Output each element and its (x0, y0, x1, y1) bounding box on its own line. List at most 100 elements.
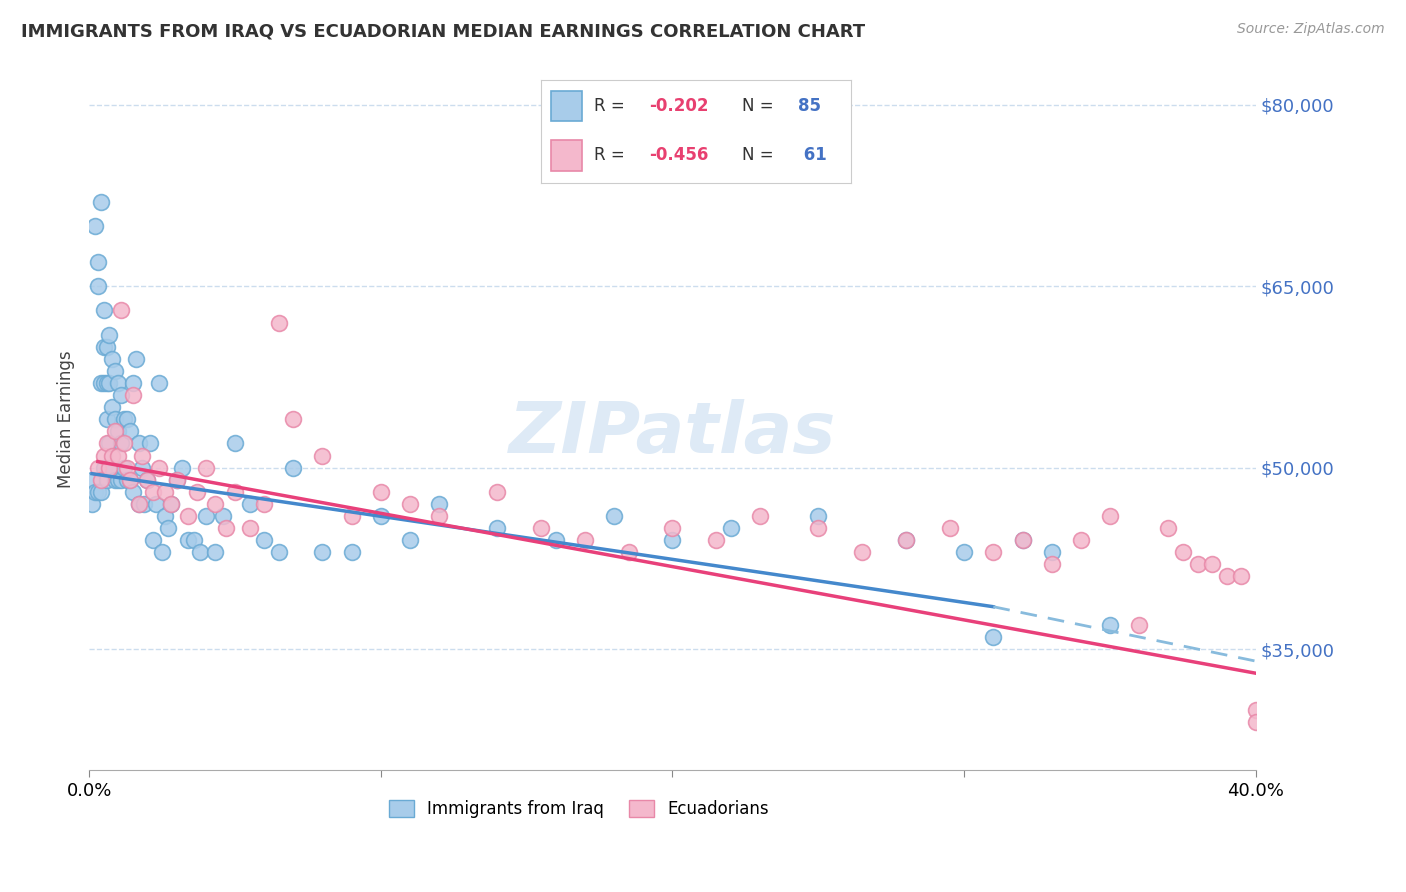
Point (177, 533, 200, 548)
Text: -0.202: -0.202 (650, 97, 709, 115)
Point (311, 545, 333, 559)
Point (153, 508, 176, 523)
Point (90, 473, 112, 487)
Point (938, 521, 960, 535)
Point (107, 425, 129, 439)
Point (93, 303, 115, 318)
Point (253, 497, 276, 511)
Point (148, 460, 170, 475)
Point (128, 497, 150, 511)
Point (131, 460, 153, 475)
Point (267, 545, 290, 559)
Point (112, 460, 135, 475)
Point (166, 473, 188, 487)
Point (894, 533, 917, 548)
Point (93, 340, 115, 354)
Point (80, 473, 103, 487)
Point (661, 533, 683, 548)
Point (983, 545, 1005, 559)
Point (121, 376, 143, 390)
Point (93, 376, 115, 390)
Point (96, 436, 118, 450)
Point (115, 473, 138, 487)
Point (851, 545, 873, 559)
Point (311, 449, 333, 463)
Point (1230, 569, 1253, 583)
Point (101, 460, 124, 475)
Point (1187, 558, 1209, 572)
Point (1040, 558, 1063, 572)
Point (125, 351, 148, 366)
Text: 61: 61 (799, 146, 827, 164)
Point (427, 497, 450, 511)
Point (340, 508, 363, 523)
Point (1011, 533, 1033, 548)
Point (807, 508, 830, 523)
Point (1244, 702, 1267, 716)
Point (98, 436, 121, 450)
Point (427, 508, 450, 523)
Point (238, 497, 260, 511)
Point (283, 412, 305, 426)
Point (142, 484, 165, 499)
Text: ZIPatlas: ZIPatlas (509, 399, 837, 467)
Point (118, 473, 141, 487)
Point (110, 473, 132, 487)
Text: Source: ZipAtlas.com: Source: ZipAtlas.com (1237, 22, 1385, 37)
Point (142, 533, 165, 548)
Point (1157, 521, 1180, 535)
Point (90, 194, 112, 209)
Point (121, 388, 143, 402)
Point (238, 521, 260, 535)
Point (98, 327, 121, 342)
Point (148, 376, 170, 390)
Point (1099, 508, 1122, 523)
Point (186, 484, 208, 499)
Point (80, 497, 103, 511)
Point (96, 340, 118, 354)
Point (1099, 618, 1122, 632)
Text: R =: R = (593, 146, 630, 164)
Point (83, 219, 105, 233)
Point (90, 376, 112, 390)
Point (1215, 569, 1237, 583)
Point (370, 484, 392, 499)
Point (340, 545, 363, 559)
Point (183, 533, 205, 548)
Point (194, 508, 217, 523)
Point (87, 255, 110, 269)
Point (194, 460, 217, 475)
Point (87, 279, 110, 293)
Point (1244, 714, 1267, 729)
Point (112, 436, 135, 450)
Point (212, 508, 235, 523)
Point (188, 545, 211, 559)
Point (617, 545, 640, 559)
Point (107, 376, 129, 390)
Bar (551, 140, 582, 170)
Point (1040, 545, 1063, 559)
Point (399, 497, 422, 511)
Point (93, 460, 115, 475)
Point (96, 473, 118, 487)
Point (101, 351, 124, 366)
Point (661, 521, 683, 535)
Point (98, 376, 121, 390)
Point (83, 484, 105, 499)
Text: IMMIGRANTS FROM IRAQ VS ECUADORIAN MEDIAN EARNINGS CORRELATION CHART: IMMIGRANTS FROM IRAQ VS ECUADORIAN MEDIA… (21, 22, 865, 40)
Point (749, 508, 772, 523)
Point (104, 412, 127, 426)
Point (115, 460, 138, 475)
Point (93, 449, 115, 463)
Point (204, 545, 226, 559)
Point (172, 460, 194, 475)
Point (121, 484, 143, 499)
Point (139, 436, 162, 450)
Point (720, 521, 742, 535)
Point (177, 508, 200, 523)
Text: -0.456: -0.456 (650, 146, 709, 164)
Point (112, 412, 135, 426)
Point (87, 484, 110, 499)
Point (1011, 533, 1033, 548)
Point (215, 521, 238, 535)
